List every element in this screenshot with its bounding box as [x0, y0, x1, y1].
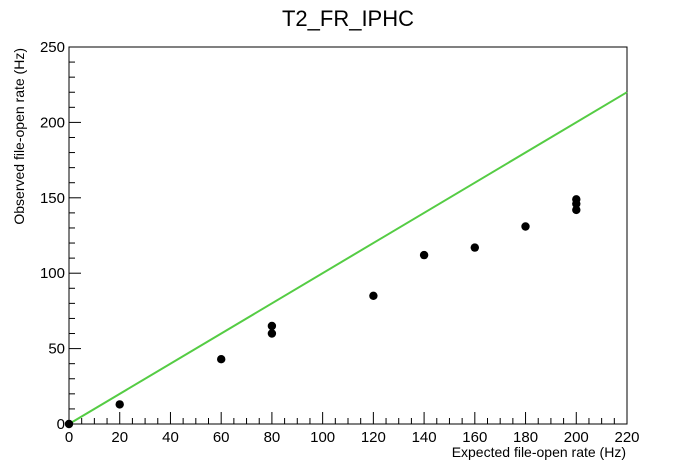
x-tick-label: 100 [310, 429, 335, 446]
x-tick-label: 20 [111, 429, 128, 446]
x-tick-label: 60 [213, 429, 230, 446]
x-tick-label: 120 [361, 429, 386, 446]
data-point [267, 329, 277, 338]
data-point [572, 205, 581, 215]
x-tick-label: 220 [614, 429, 639, 446]
chart-title: T2_FR_IPHC [282, 6, 414, 31]
data-point [572, 195, 581, 204]
x-tick-label: 140 [412, 429, 437, 446]
y-tick-label: 150 [40, 190, 65, 207]
data-point [419, 250, 429, 260]
plot-area-border [68, 46, 628, 425]
x-tick-label: 160 [462, 429, 487, 446]
x-tick-label: 80 [264, 429, 281, 446]
plot-frame [68, 46, 628, 425]
x-tick-label: 40 [162, 429, 179, 446]
y-tick-label: 50 [48, 341, 65, 358]
series-layer [64, 91, 628, 429]
data-point [217, 355, 226, 364]
x-tick-label: 200 [564, 429, 589, 446]
y-tick-label: 250 [40, 39, 65, 56]
x-axis-label: Expected file-open rate (Hz) [452, 444, 626, 460]
reference-line [68, 91, 628, 425]
x-tick-label: 0 [65, 429, 73, 446]
data-point [521, 222, 530, 231]
data-point [267, 321, 277, 331]
x-tick-label: 180 [513, 429, 538, 446]
axes-layer: 0 20 40 60 80 100 120 140 160 180 200 220 0 50 100 150 2… [40, 39, 640, 446]
y-tick-label: 200 [40, 114, 65, 131]
y-axis-label: Observed file-open rate (Hz) [11, 48, 27, 225]
data-point [369, 291, 378, 300]
data-point [115, 400, 124, 409]
y-tick-label: 0 [57, 416, 65, 433]
data-point [470, 243, 479, 252]
y-tick-label: 100 [40, 265, 65, 282]
